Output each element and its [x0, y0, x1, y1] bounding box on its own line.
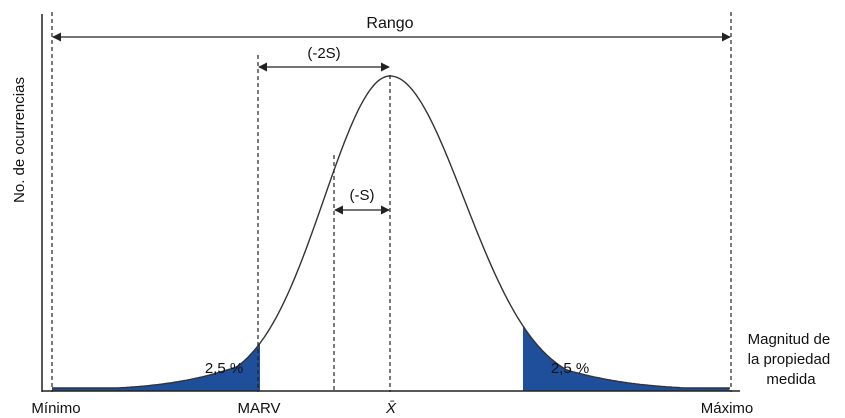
- x-axis-label-line-3: medida: [766, 371, 816, 388]
- x-axis-label: Magnitud de la propiedad medida: [748, 331, 835, 388]
- range-label: Rango: [366, 15, 413, 32]
- tick-maximum: Máximo: [701, 400, 754, 417]
- right-tail-percent: 2,5 %: [551, 360, 589, 377]
- tick-mean: X̄: [385, 400, 397, 417]
- tick-marv: MARV: [237, 400, 280, 417]
- two-s-label: (-2S): [307, 45, 340, 62]
- left-tail-percent: 2,5 %: [205, 360, 243, 377]
- x-axis-label-line-1: Magnitud de: [748, 331, 831, 348]
- right-tail-area: [523, 326, 730, 391]
- one-s-label: (-S): [350, 187, 375, 204]
- x-axis-label-line-2: la propiedad: [748, 351, 831, 368]
- y-axis-label: No. de ocurrencias: [11, 77, 28, 203]
- tick-minimum: Mínimo: [31, 400, 80, 417]
- bell-curve: [52, 76, 730, 388]
